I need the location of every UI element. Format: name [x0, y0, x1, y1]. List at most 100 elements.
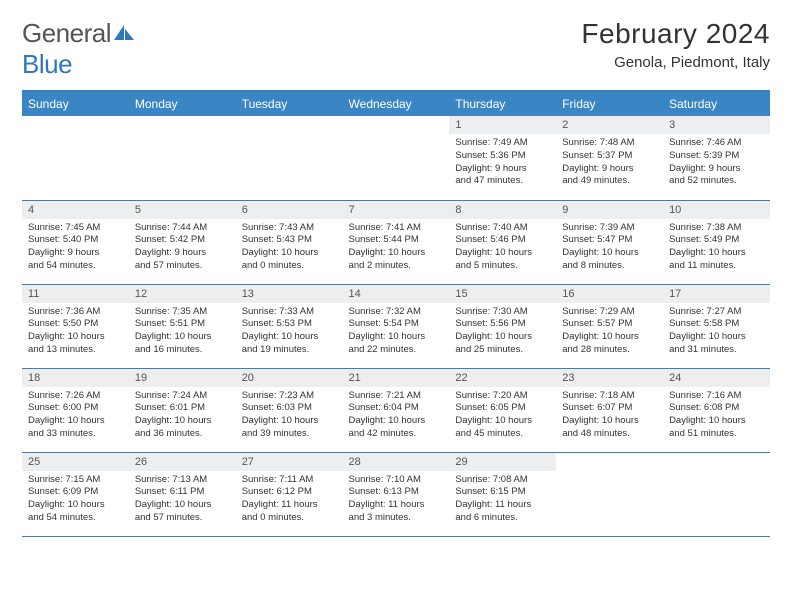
- sunset-line: Sunset: 5:57 PM: [562, 318, 657, 331]
- brand-part2: Blue: [22, 49, 72, 79]
- sunset-line: Sunset: 5:39 PM: [669, 150, 764, 163]
- day-details: Sunrise: 7:20 AMSunset: 6:05 PMDaylight:…: [449, 387, 556, 445]
- sunset-line: Sunset: 6:04 PM: [349, 402, 444, 415]
- sunrise-line: Sunrise: 7:49 AM: [455, 137, 550, 150]
- daylight-line-1: Daylight: 10 hours: [349, 415, 444, 428]
- sunrise-line: Sunrise: 7:26 AM: [28, 390, 123, 403]
- daylight-line-2: and 22 minutes.: [349, 344, 444, 357]
- day-details: Sunrise: 7:32 AMSunset: 5:54 PMDaylight:…: [343, 303, 450, 361]
- day-details: Sunrise: 7:29 AMSunset: 5:57 PMDaylight:…: [556, 303, 663, 361]
- day-number: 28: [343, 453, 450, 471]
- daylight-line-1: Daylight: 10 hours: [669, 415, 764, 428]
- daylight-line-2: and 39 minutes.: [242, 428, 337, 441]
- sunrise-line: Sunrise: 7:23 AM: [242, 390, 337, 403]
- calendar-cell: 8Sunrise: 7:40 AMSunset: 5:46 PMDaylight…: [449, 200, 556, 284]
- day-number: 1: [449, 116, 556, 134]
- sunrise-line: Sunrise: 7:18 AM: [562, 390, 657, 403]
- day-details: Sunrise: 7:18 AMSunset: 6:07 PMDaylight:…: [556, 387, 663, 445]
- calendar-cell: 19Sunrise: 7:24 AMSunset: 6:01 PMDayligh…: [129, 368, 236, 452]
- daylight-line-2: and 54 minutes.: [28, 512, 123, 525]
- daylight-line-1: Daylight: 9 hours: [562, 163, 657, 176]
- weekday-header: Wednesday: [343, 92, 450, 116]
- calendar-cell: [236, 116, 343, 200]
- calendar-cell: 2Sunrise: 7:48 AMSunset: 5:37 PMDaylight…: [556, 116, 663, 200]
- daylight-line-2: and 47 minutes.: [455, 175, 550, 188]
- daylight-line-1: Daylight: 9 hours: [135, 247, 230, 260]
- day-number: 20: [236, 369, 343, 387]
- sunset-line: Sunset: 5:40 PM: [28, 234, 123, 247]
- day-details: Sunrise: 7:27 AMSunset: 5:58 PMDaylight:…: [663, 303, 770, 361]
- daylight-line-2: and 57 minutes.: [135, 512, 230, 525]
- day-details: Sunrise: 7:39 AMSunset: 5:47 PMDaylight:…: [556, 219, 663, 277]
- daylight-line-1: Daylight: 10 hours: [669, 247, 764, 260]
- day-details: Sunrise: 7:38 AMSunset: 5:49 PMDaylight:…: [663, 219, 770, 277]
- sunrise-line: Sunrise: 7:46 AM: [669, 137, 764, 150]
- daylight-line-2: and 19 minutes.: [242, 344, 337, 357]
- calendar-cell: 29Sunrise: 7:08 AMSunset: 6:15 PMDayligh…: [449, 452, 556, 536]
- day-number: 5: [129, 201, 236, 219]
- daylight-line-2: and 52 minutes.: [669, 175, 764, 188]
- daylight-line-1: Daylight: 11 hours: [242, 499, 337, 512]
- day-number: 11: [22, 285, 129, 303]
- daylight-line-2: and 5 minutes.: [455, 260, 550, 273]
- daylight-line-2: and 45 minutes.: [455, 428, 550, 441]
- daylight-line-1: Daylight: 9 hours: [455, 163, 550, 176]
- sunset-line: Sunset: 6:09 PM: [28, 486, 123, 499]
- calendar-cell: 10Sunrise: 7:38 AMSunset: 5:49 PMDayligh…: [663, 200, 770, 284]
- sunrise-line: Sunrise: 7:15 AM: [28, 474, 123, 487]
- day-number: 24: [663, 369, 770, 387]
- title-block: February 2024 Genola, Piedmont, Italy: [581, 18, 770, 71]
- sunrise-line: Sunrise: 7:36 AM: [28, 306, 123, 319]
- day-number: 2: [556, 116, 663, 134]
- calendar-cell: 14Sunrise: 7:32 AMSunset: 5:54 PMDayligh…: [343, 284, 450, 368]
- daylight-line-1: Daylight: 10 hours: [242, 331, 337, 344]
- day-details: Sunrise: 7:23 AMSunset: 6:03 PMDaylight:…: [236, 387, 343, 445]
- sunset-line: Sunset: 6:11 PM: [135, 486, 230, 499]
- sunset-line: Sunset: 6:03 PM: [242, 402, 337, 415]
- calendar-cell: 17Sunrise: 7:27 AMSunset: 5:58 PMDayligh…: [663, 284, 770, 368]
- sunrise-line: Sunrise: 7:35 AM: [135, 306, 230, 319]
- weekday-header: Monday: [129, 92, 236, 116]
- sunset-line: Sunset: 5:43 PM: [242, 234, 337, 247]
- day-number: 3: [663, 116, 770, 134]
- sunset-line: Sunset: 5:50 PM: [28, 318, 123, 331]
- daylight-line-2: and 11 minutes.: [669, 260, 764, 273]
- sunset-line: Sunset: 6:01 PM: [135, 402, 230, 415]
- day-number: 4: [22, 201, 129, 219]
- calendar-cell: 3Sunrise: 7:46 AMSunset: 5:39 PMDaylight…: [663, 116, 770, 200]
- daylight-line-2: and 2 minutes.: [349, 260, 444, 273]
- sunset-line: Sunset: 5:54 PM: [349, 318, 444, 331]
- day-number: 27: [236, 453, 343, 471]
- day-number: 19: [129, 369, 236, 387]
- daylight-line-1: Daylight: 10 hours: [562, 415, 657, 428]
- daylight-line-1: Daylight: 10 hours: [242, 415, 337, 428]
- calendar-week-row: 18Sunrise: 7:26 AMSunset: 6:00 PMDayligh…: [22, 368, 770, 452]
- calendar-cell: [343, 116, 450, 200]
- sunset-line: Sunset: 6:08 PM: [669, 402, 764, 415]
- weekday-header: Saturday: [663, 92, 770, 116]
- sunrise-line: Sunrise: 7:13 AM: [135, 474, 230, 487]
- calendar-cell: 15Sunrise: 7:30 AMSunset: 5:56 PMDayligh…: [449, 284, 556, 368]
- day-details: Sunrise: 7:40 AMSunset: 5:46 PMDaylight:…: [449, 219, 556, 277]
- day-details: Sunrise: 7:48 AMSunset: 5:37 PMDaylight:…: [556, 134, 663, 192]
- daylight-line-2: and 33 minutes.: [28, 428, 123, 441]
- calendar-cell: 13Sunrise: 7:33 AMSunset: 5:53 PMDayligh…: [236, 284, 343, 368]
- daylight-line-1: Daylight: 10 hours: [135, 331, 230, 344]
- daylight-line-2: and 51 minutes.: [669, 428, 764, 441]
- daylight-line-2: and 25 minutes.: [455, 344, 550, 357]
- sunrise-line: Sunrise: 7:40 AM: [455, 222, 550, 235]
- sunrise-line: Sunrise: 7:20 AM: [455, 390, 550, 403]
- sunrise-line: Sunrise: 7:45 AM: [28, 222, 123, 235]
- daylight-line-1: Daylight: 9 hours: [28, 247, 123, 260]
- day-number: 25: [22, 453, 129, 471]
- day-details: Sunrise: 7:30 AMSunset: 5:56 PMDaylight:…: [449, 303, 556, 361]
- weekday-header: Thursday: [449, 92, 556, 116]
- calendar-cell: [22, 116, 129, 200]
- calendar-cell: 1Sunrise: 7:49 AMSunset: 5:36 PMDaylight…: [449, 116, 556, 200]
- calendar-cell: [129, 116, 236, 200]
- sunset-line: Sunset: 5:46 PM: [455, 234, 550, 247]
- sunrise-line: Sunrise: 7:41 AM: [349, 222, 444, 235]
- sunset-line: Sunset: 5:37 PM: [562, 150, 657, 163]
- brand-logo: GeneralBlue: [22, 18, 135, 80]
- calendar-week-row: 1Sunrise: 7:49 AMSunset: 5:36 PMDaylight…: [22, 116, 770, 200]
